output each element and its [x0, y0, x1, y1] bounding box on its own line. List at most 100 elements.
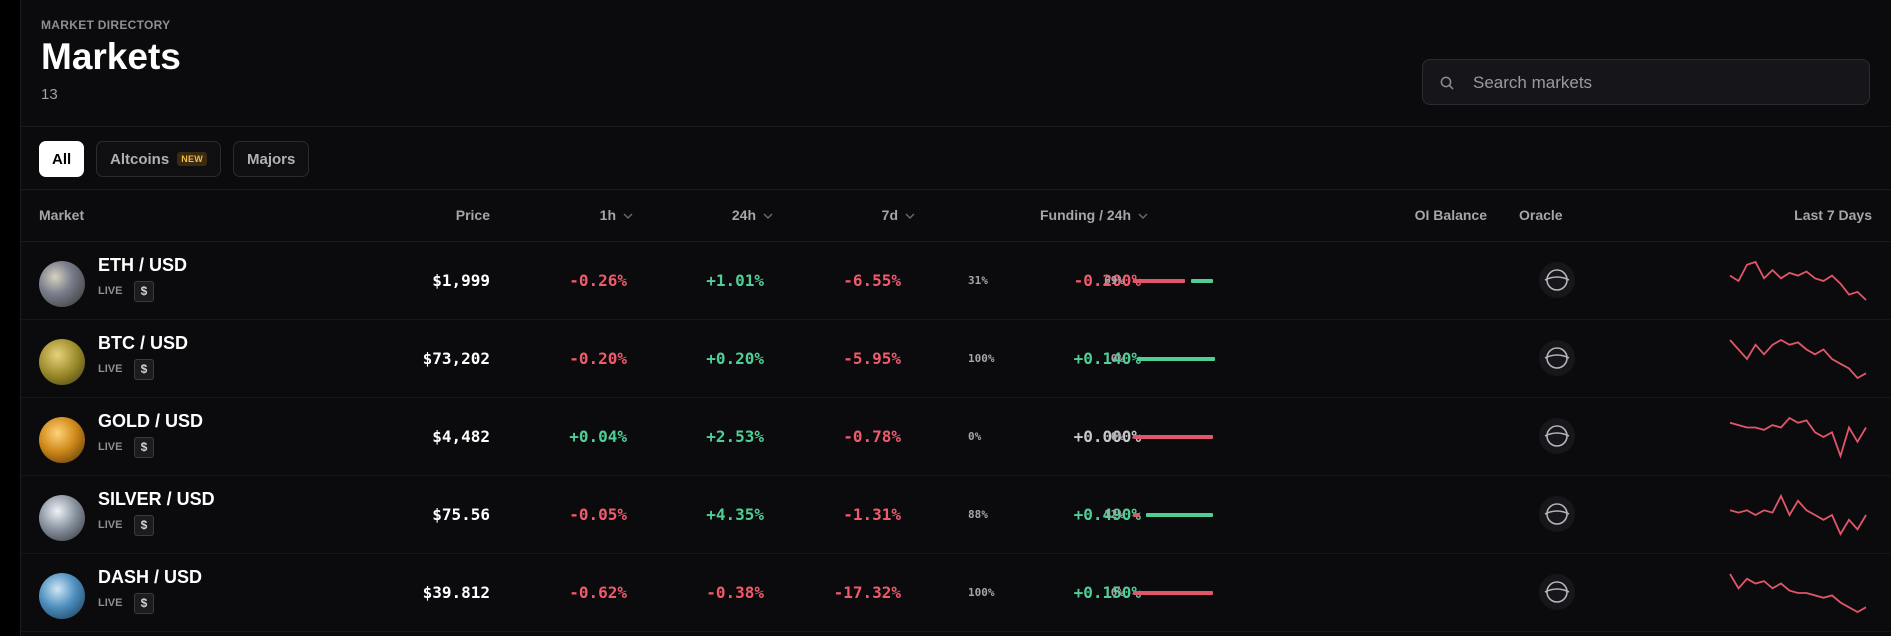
price-value: $1,999 — [432, 271, 490, 290]
funding-rate: +0.490% — [1073, 505, 1141, 524]
col-funding[interactable]: Funding / 24h — [1040, 190, 1149, 241]
page-header: MARKET DIRECTORY Markets 13 — [21, 0, 1891, 127]
oi-long-pct: 0% — [1110, 586, 1124, 599]
filter-all-button[interactable]: All — [39, 141, 85, 177]
gold-coin-icon — [39, 417, 85, 463]
col-24h-label: 24h — [731, 207, 756, 223]
usd-badge: $ — [134, 437, 154, 458]
search-box[interactable] — [1422, 59, 1870, 106]
table-row[interactable]: SILVER / USD LIVE $ $75.56 -0.05% +4.35%… — [21, 476, 1891, 554]
change-1h: -0.26% — [569, 271, 627, 290]
page-eyebrow: MARKET DIRECTORY — [41, 18, 171, 32]
live-status: LIVE — [98, 519, 123, 531]
oi-short-bar — [1191, 279, 1213, 283]
usd-badge: $ — [134, 281, 154, 302]
sparkline-7d — [1729, 338, 1867, 380]
market-name[interactable]: BTC / USD — [98, 333, 188, 353]
usd-badge: $ — [134, 593, 154, 614]
change-24h: +1.01% — [706, 271, 764, 290]
funding-side-pct: 88% — [968, 508, 988, 521]
filter-tabs: All Altcoins NEW Majors — [21, 127, 1891, 190]
search-input[interactable] — [1471, 60, 1855, 106]
funding-side-pct: 100% — [968, 586, 995, 599]
usd-badge: $ — [134, 515, 154, 536]
funding-rate: +0.000% — [1073, 427, 1141, 446]
new-badge: NEW — [177, 152, 208, 166]
funding-rate: +0.140% — [1073, 349, 1141, 368]
chevron-down-icon — [905, 213, 915, 220]
col-funding-label: Funding / 24h — [1040, 207, 1131, 223]
oracle-icon[interactable] — [1539, 574, 1575, 610]
col-7d[interactable]: 7d — [882, 190, 916, 241]
change-24h: +4.35% — [706, 505, 764, 524]
col-7d-label: 7d — [881, 207, 898, 223]
market-count: 13 — [41, 86, 58, 103]
market-name[interactable]: SILVER / USD — [98, 489, 215, 509]
sparkline-7d — [1729, 493, 1867, 536]
col-oi-balance[interactable]: OI Balance — [1414, 207, 1487, 223]
oi-long-bar — [1133, 435, 1213, 439]
sparkline-7d — [1729, 573, 1867, 614]
live-status: LIVE — [98, 363, 123, 375]
change-1h: -0.62% — [569, 583, 627, 602]
change-24h: -0.38% — [706, 583, 764, 602]
funding-rate: -0.200% — [1073, 271, 1141, 290]
filter-majors-button[interactable]: Majors — [233, 141, 310, 177]
table-row[interactable]: BTC / USD LIVE $ $73,202 -0.20% +0.20% -… — [21, 320, 1891, 398]
usd-badge: $ — [134, 359, 154, 380]
funding-side-pct: 31% — [968, 274, 988, 287]
table-row[interactable]: GOLD / USD LIVE $ $4,482 +0.04% +2.53% -… — [21, 398, 1891, 476]
sparkline-path — [1729, 260, 1867, 301]
markets-page: MARKET DIRECTORY Markets 13 All Altcoins… — [21, 0, 1891, 636]
oi-short-bar — [1145, 513, 1213, 517]
market-name[interactable]: ETH / USD — [98, 255, 188, 275]
oracle-icon[interactable] — [1539, 496, 1575, 532]
search-icon — [1440, 76, 1454, 90]
filter-altcoins-button[interactable]: Altcoins NEW — [96, 141, 222, 177]
oi-long-bar — [1133, 513, 1140, 517]
oi-short-bar — [1137, 357, 1215, 361]
col-price[interactable]: Price — [455, 207, 490, 223]
btc-coin-icon — [39, 339, 85, 385]
live-status: LIVE — [98, 597, 123, 609]
table-row[interactable]: DASH / USD LIVE $ $39.812 -0.62% -0.38% … — [21, 554, 1891, 632]
change-7d: -0.78% — [843, 427, 901, 446]
price-value: $75.56 — [432, 505, 490, 524]
col-24h[interactable]: 24h — [732, 190, 774, 241]
market-name[interactable]: DASH / USD — [98, 567, 203, 587]
dash-coin-icon — [39, 573, 85, 619]
left-rail — [0, 0, 21, 636]
col-market[interactable]: Market — [39, 207, 85, 223]
sparkline-path — [1729, 338, 1867, 380]
table-header: Market Price 1h 24h 7d Funding / 24h OI … — [21, 190, 1891, 242]
col-1h[interactable]: 1h — [600, 190, 634, 241]
col-last7[interactable]: Last 7 Days — [1794, 207, 1872, 223]
chevron-down-icon — [763, 213, 773, 220]
oracle-icon[interactable] — [1539, 418, 1575, 454]
price-value: $73,202 — [422, 349, 490, 368]
change-7d: -5.95% — [843, 349, 901, 368]
market-rows: ETH / USD LIVE $ $1,999 -0.26% +1.01% -6… — [21, 242, 1891, 632]
table-row[interactable]: ETH / USD LIVE $ $1,999 -0.26% +1.01% -6… — [21, 242, 1891, 320]
chevron-down-icon — [623, 213, 633, 220]
filter-majors-label: Majors — [247, 150, 296, 168]
col-oracle[interactable]: Oracle — [1519, 207, 1563, 223]
price-value: $4,482 — [432, 427, 490, 446]
oi-long-bar — [1133, 279, 1186, 283]
live-status: LIVE — [98, 285, 123, 297]
sparkline-7d — [1729, 416, 1867, 459]
oracle-icon[interactable] — [1539, 340, 1575, 376]
oracle-icon[interactable] — [1539, 262, 1575, 298]
sparkline-7d — [1729, 260, 1867, 301]
oi-long-pct: 12% — [1104, 508, 1124, 521]
funding-side-pct: 100% — [968, 352, 995, 365]
market-name[interactable]: GOLD / USD — [98, 411, 204, 431]
funding-rate: +0.150% — [1073, 583, 1141, 602]
silver-coin-icon — [39, 495, 85, 541]
change-7d: -1.31% — [843, 505, 901, 524]
sparkline-path — [1729, 416, 1867, 459]
change-1h: -0.20% — [569, 349, 627, 368]
sparkline-path — [1729, 573, 1867, 614]
chevron-down-icon — [1138, 213, 1148, 220]
oi-long-bar — [1133, 591, 1213, 595]
